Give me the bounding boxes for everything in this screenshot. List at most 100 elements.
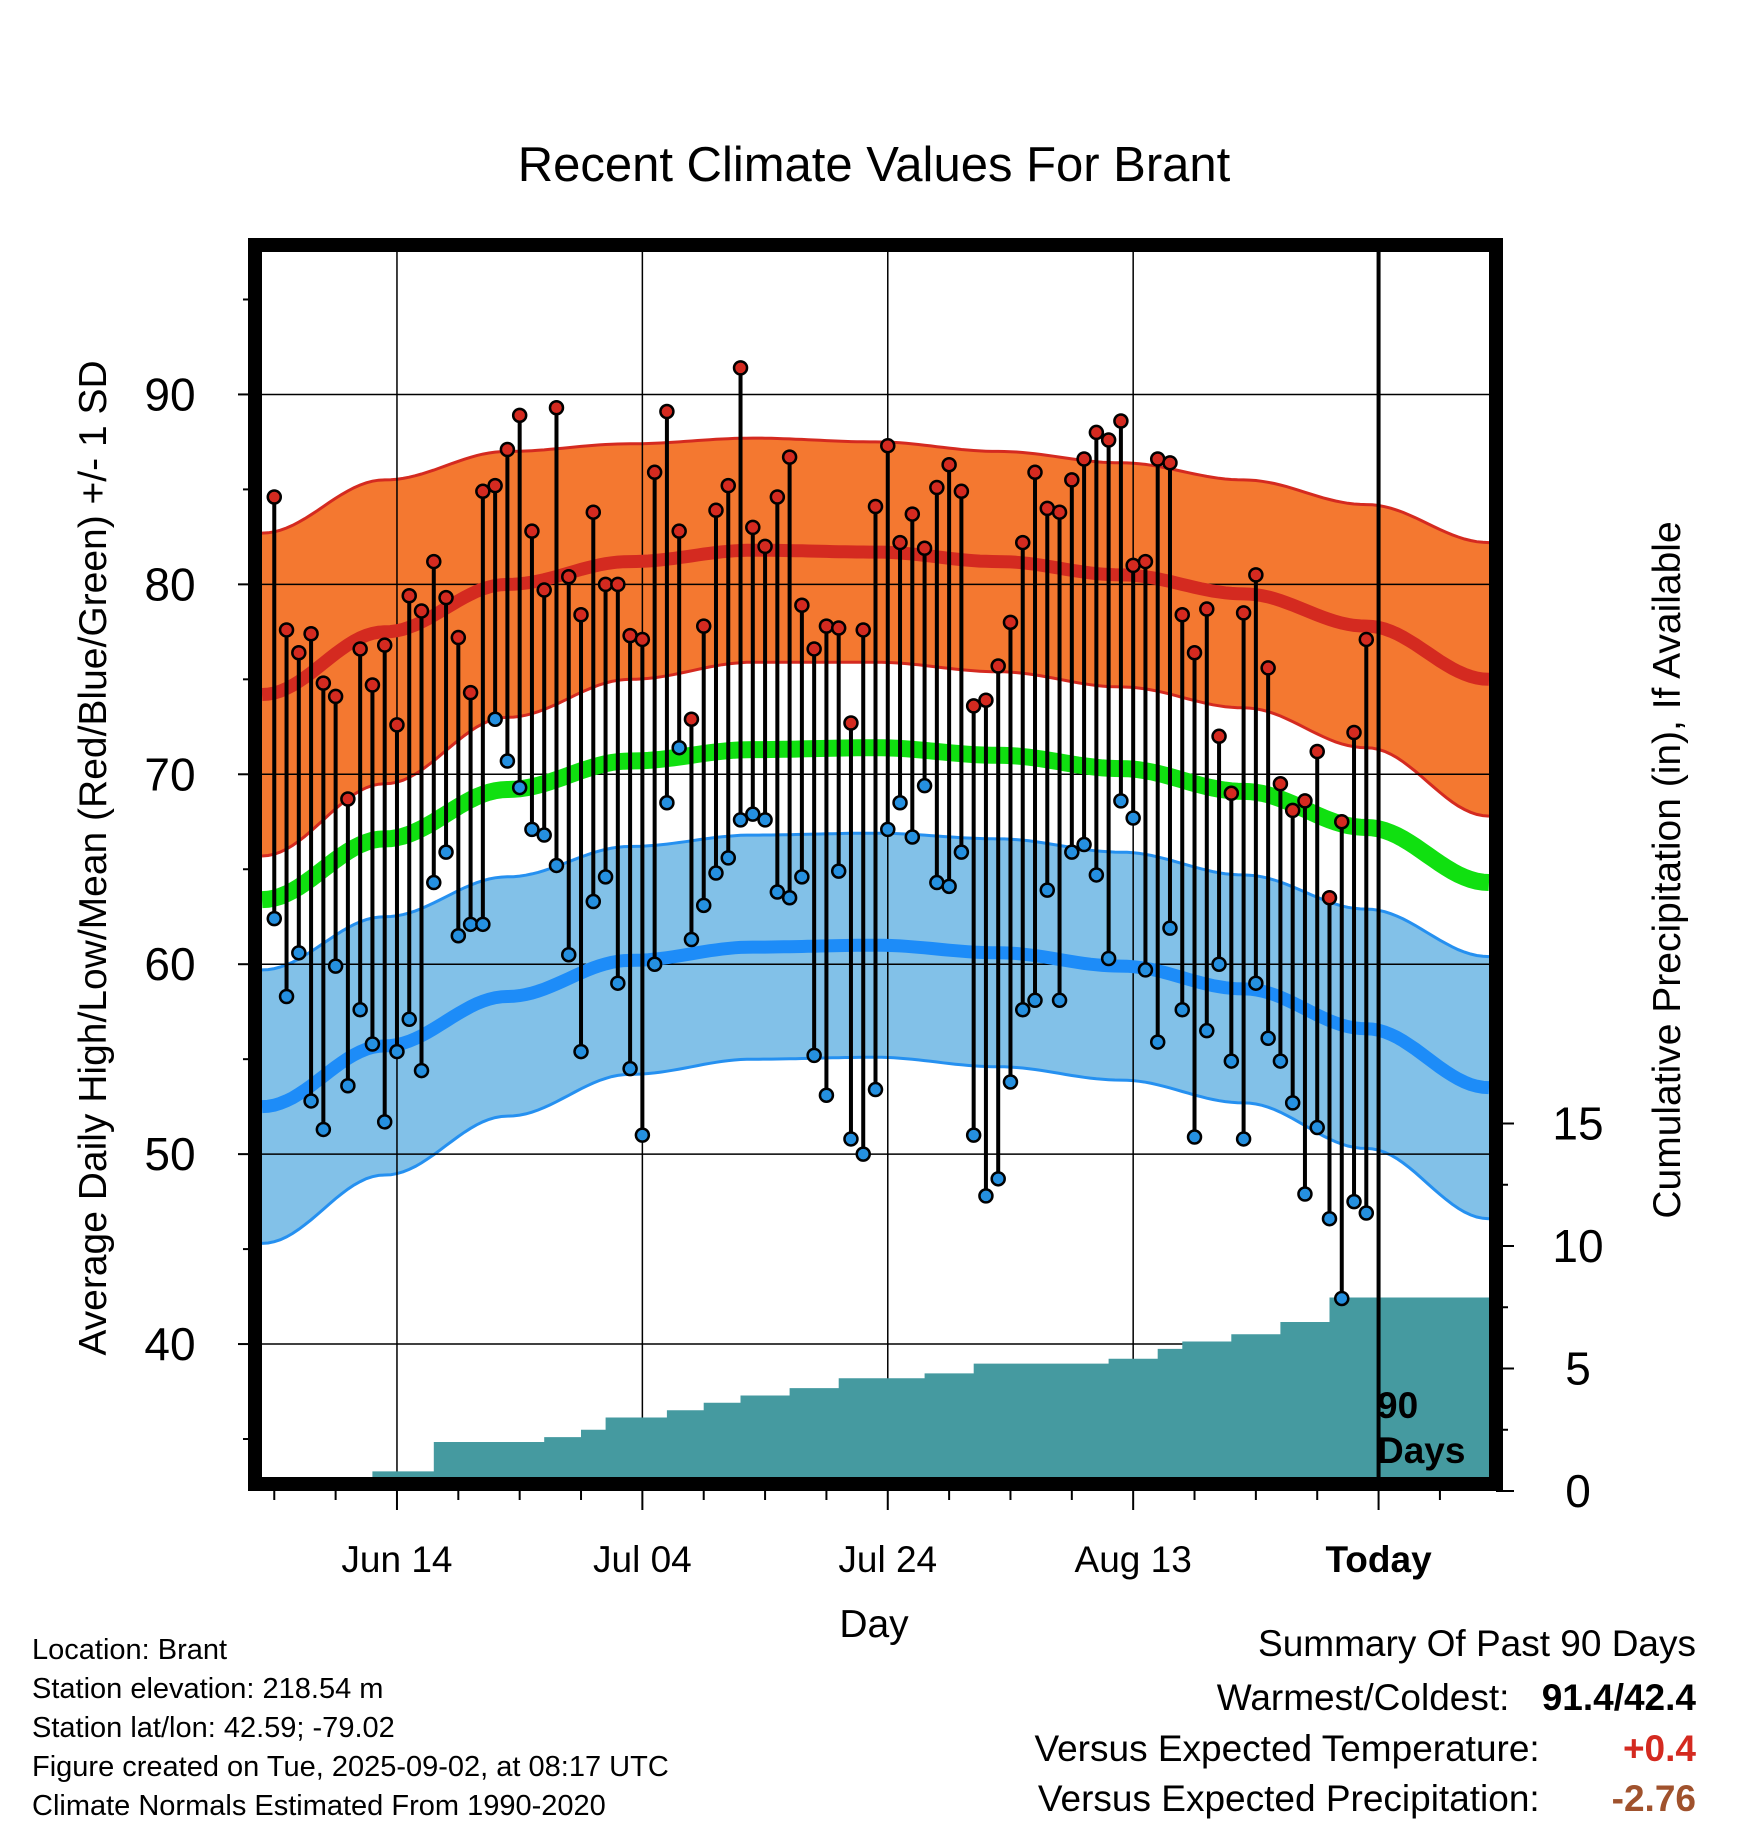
daily-high-point <box>1358 631 1375 648</box>
y-tick-label: 90 <box>144 368 195 420</box>
daily-low-point <box>561 946 577 963</box>
daily-high-point <box>1076 451 1092 467</box>
daily-low-point <box>401 1011 417 1028</box>
daily-low-point <box>818 1087 835 1104</box>
daily-low-point <box>916 777 933 794</box>
daily-high-point <box>278 622 295 638</box>
x-tick-label: Today <box>1325 1539 1432 1580</box>
daily-high-point <box>646 464 663 481</box>
daily-high-point <box>548 399 565 416</box>
daily-high-point <box>745 519 761 536</box>
daily-high-point <box>1162 455 1178 471</box>
daily-low-point <box>1113 793 1129 809</box>
daily-high-point <box>266 489 283 505</box>
daily-high-point <box>671 523 687 539</box>
plot-area <box>262 252 1489 1477</box>
daily-low-point <box>1321 1210 1338 1227</box>
daily-low-point <box>1272 1053 1289 1069</box>
daily-low-point <box>1051 992 1068 1009</box>
daily-high-point <box>1039 500 1056 517</box>
daily-low-point <box>1260 1030 1276 1047</box>
daily-low-point <box>622 1060 638 1077</box>
y-axis-label: Average Daily High/Low/Mean (Red/Blue/Gr… <box>72 360 115 1355</box>
created-text: Figure created on Tue, 2025-09-02, at 08… <box>32 1751 669 1783</box>
daily-high-point <box>610 576 626 593</box>
daily-low-point <box>327 958 344 974</box>
daily-low-point <box>720 850 737 866</box>
daily-low-point <box>1334 1290 1350 1307</box>
daily-high-point <box>1113 413 1129 429</box>
daily-high-point <box>806 641 822 657</box>
daily-low-point <box>364 1036 381 1052</box>
daily-high-point <box>843 715 859 731</box>
daily-high-point <box>941 456 957 473</box>
daily-high-point <box>978 692 994 708</box>
daily-low-point <box>708 865 724 881</box>
y-tick-label: 80 <box>144 558 195 610</box>
y2-tick-label: 15 <box>1552 1098 1603 1150</box>
daily-low-point <box>671 739 687 756</box>
daily-low-point <box>965 1127 982 1143</box>
daily-high-point <box>867 498 884 515</box>
daily-high-point <box>904 506 921 522</box>
daily-low-point <box>266 910 283 927</box>
daily-high-point <box>781 449 798 465</box>
daily-low-point <box>806 1047 822 1064</box>
summary-title: Summary Of Past 90 Days <box>1258 1623 1696 1664</box>
daily-high-point <box>1235 605 1252 621</box>
daily-high-point <box>1051 504 1068 520</box>
daily-high-point <box>708 502 724 519</box>
daily-low-point <box>1027 992 1043 1009</box>
daily-high-point <box>880 437 896 454</box>
temp-label: Versus Expected Temperature: <box>1034 1728 1540 1769</box>
daily-low-point <box>929 874 945 891</box>
daily-high-point <box>1014 534 1031 551</box>
daily-low-point <box>352 1002 368 1018</box>
daily-high-point <box>401 588 417 604</box>
daily-high-point <box>536 582 552 598</box>
daily-low-point <box>769 884 786 900</box>
daily-high-point <box>1334 814 1350 830</box>
daily-high-point <box>340 791 356 807</box>
daily-high-point <box>376 637 393 653</box>
daily-high-point <box>720 477 737 494</box>
daily-low-point <box>880 821 896 838</box>
y-tick-label: 50 <box>144 1128 195 1180</box>
daily-low-point <box>1137 962 1154 978</box>
daily-low-point <box>892 795 908 811</box>
daily-high-point <box>413 603 430 619</box>
warm-cold-label: Warmest/Coldest: <box>1216 1677 1510 1718</box>
daily-high-point <box>1064 472 1080 488</box>
daily-low-point <box>1162 920 1178 936</box>
daily-high-point <box>426 553 442 570</box>
daily-high-point <box>462 684 479 701</box>
daily-high-point <box>585 504 602 520</box>
x-tick-label: Jun 14 <box>341 1539 452 1580</box>
daily-high-point <box>929 479 945 496</box>
daily-low-point <box>340 1078 356 1094</box>
daily-low-point <box>1186 1129 1203 1145</box>
daily-low-point <box>781 889 798 906</box>
daily-low-point <box>1358 1205 1375 1221</box>
daily-low-point <box>732 812 749 828</box>
plot-border <box>248 238 1503 1491</box>
daily-low-point <box>843 1131 859 1147</box>
daily-low-point <box>291 945 307 961</box>
x-tick-label: Jul 24 <box>838 1539 937 1580</box>
daily-high-point <box>1002 614 1019 631</box>
daily-high-point <box>303 625 319 642</box>
daily-low-point <box>303 1093 319 1109</box>
daily-low-point <box>646 956 663 972</box>
daily-high-point <box>511 407 528 424</box>
daily-low-point <box>794 869 810 885</box>
daily-high-point <box>1137 553 1154 570</box>
daily-low-point <box>1223 1053 1240 1069</box>
daily-high-point <box>1284 802 1301 819</box>
normals-text: Climate Normals Estimated From 1990-2020 <box>32 1790 606 1822</box>
daily-high-point <box>965 698 982 714</box>
daily-high-point <box>1248 567 1264 583</box>
precip-value: -2.76 <box>1611 1778 1696 1819</box>
daily-low-point <box>585 893 602 910</box>
daily-low-point <box>376 1114 393 1130</box>
